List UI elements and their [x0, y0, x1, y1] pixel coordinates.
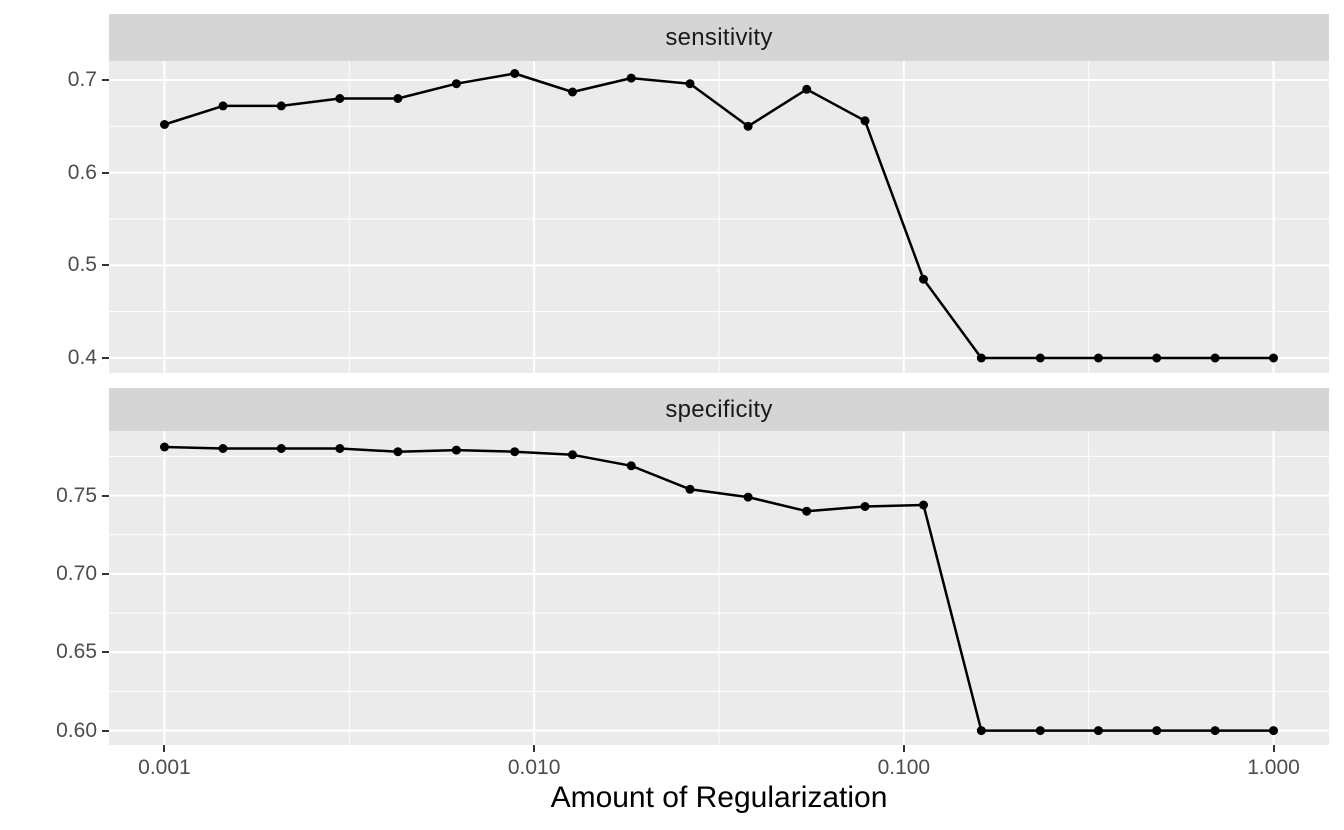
x-tick-label: 0.100	[877, 756, 931, 779]
plot-panel-sensitivity	[109, 61, 1329, 373]
y-tick-label: 0.65	[56, 640, 97, 664]
facet-strip-label: sensitivity	[665, 23, 773, 51]
data-point	[1035, 353, 1045, 363]
data-point	[276, 101, 286, 111]
x-tick-label: 0.001	[138, 756, 191, 779]
y-axis-tick	[102, 78, 109, 81]
data-point	[919, 500, 928, 510]
x-axis-tick	[1272, 745, 1275, 752]
data-point	[1093, 726, 1103, 736]
data-point	[743, 492, 753, 502]
data-point	[218, 101, 228, 111]
y-axis-tick	[102, 651, 109, 654]
data-point	[451, 79, 461, 89]
data-point	[1210, 726, 1220, 736]
data-point	[160, 442, 169, 452]
y-tick-label: 0.70	[56, 561, 97, 585]
data-point	[393, 94, 403, 103]
x-axis-tick	[902, 745, 905, 752]
y-axis-tick	[102, 356, 109, 359]
x-tick-label: 0.010	[507, 756, 561, 779]
data-point	[1269, 726, 1278, 736]
series-line	[164, 72, 1274, 360]
data-point	[160, 120, 169, 129]
data-point	[860, 502, 870, 511]
y-tick-label: 0.75	[56, 483, 97, 507]
plot-panel-specificity	[109, 431, 1329, 745]
y-axis-tick	[102, 171, 109, 174]
sensitivity-plot-area	[109, 61, 1329, 373]
data-point	[276, 444, 286, 453]
y-axis-tick	[102, 264, 109, 267]
data-point	[218, 444, 228, 453]
x-axis-title: Amount of Regularization	[550, 781, 888, 814]
y-tick-label: 0.6	[67, 160, 97, 184]
data-point	[976, 353, 986, 363]
x-axis-tick	[533, 745, 536, 752]
data-point	[685, 484, 695, 494]
data-point	[510, 447, 520, 457]
x-axis-tick	[163, 745, 166, 752]
y-tick-label: 0.60	[56, 718, 97, 742]
data-point	[626, 73, 636, 83]
data-point	[1093, 353, 1103, 363]
data-point	[626, 461, 636, 471]
data-point	[919, 274, 928, 284]
facet-strip-label: specificity	[665, 395, 773, 423]
data-point	[1210, 353, 1220, 363]
data-point	[976, 726, 986, 736]
y-axis-tick	[102, 729, 109, 732]
data-point	[1269, 353, 1278, 363]
y-tick-label: 0.5	[67, 253, 97, 277]
y-tick-label: 0.7	[67, 67, 97, 91]
data-point	[1035, 726, 1045, 736]
y-axis-tick	[102, 572, 109, 575]
series-line	[164, 445, 1274, 732]
data-point	[860, 116, 870, 126]
specificity-plot-area	[109, 431, 1329, 745]
data-point	[393, 447, 403, 457]
x-tick-label: 1.000	[1247, 756, 1300, 779]
data-point	[1152, 353, 1162, 363]
data-point	[335, 444, 345, 453]
y-tick-label: 0.4	[67, 345, 97, 369]
data-point	[568, 450, 577, 460]
y-axis-tick	[102, 494, 109, 497]
data-point	[335, 94, 345, 103]
data-point	[802, 84, 812, 94]
facet-strip-specificity: specificity	[109, 388, 1329, 431]
data-point	[510, 69, 520, 78]
data-point	[685, 79, 695, 89]
facet-strip-sensitivity: sensitivity	[109, 14, 1329, 61]
data-point	[1152, 726, 1162, 736]
data-point	[802, 506, 812, 516]
data-point	[743, 121, 753, 131]
data-point	[451, 445, 461, 455]
data-point	[568, 87, 577, 97]
